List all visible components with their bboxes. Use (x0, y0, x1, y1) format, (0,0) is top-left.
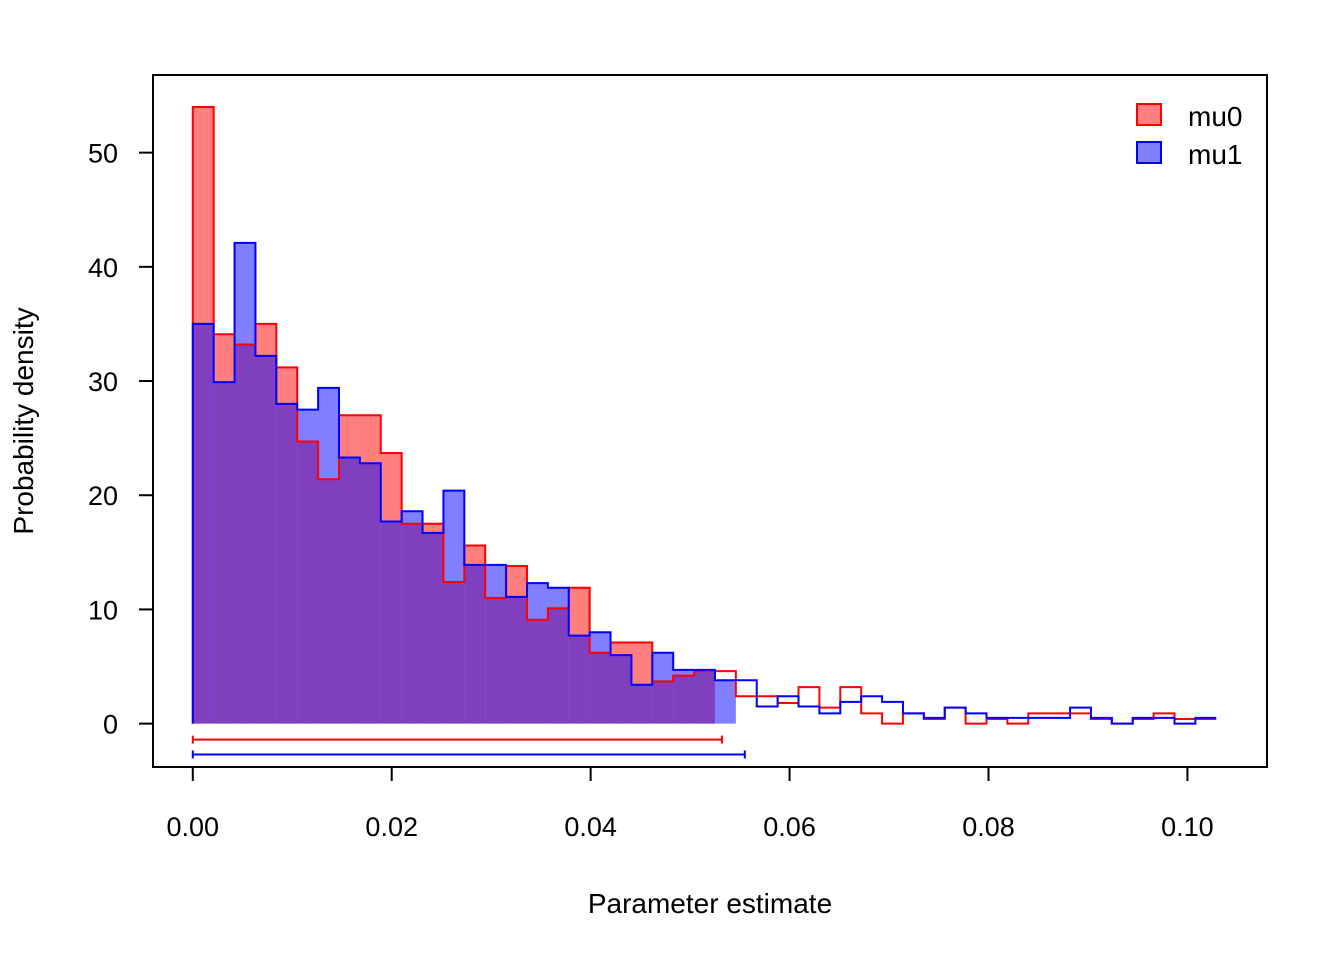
mu1-bin-fill (359, 463, 381, 724)
mu1-bin-fill (401, 511, 423, 724)
x-tick-label: 0.06 (763, 812, 816, 842)
mu1-bin-fill (318, 387, 339, 724)
mu1-bin-fill (547, 587, 569, 724)
mu1-bin-fill (276, 403, 298, 724)
y-tick-label: 0 (103, 710, 118, 740)
mu1-bin-fill (380, 521, 402, 724)
mu1-bin-fill (464, 564, 486, 724)
mu1-bin-fill (631, 684, 653, 724)
mu1-bin-fill (652, 652, 674, 724)
histogram-outlines (191, 105, 1217, 725)
mu1-bin-fill (255, 355, 277, 724)
mu1-bin-fill (610, 655, 632, 724)
mu1-bin-fill (526, 583, 548, 724)
mu1-bin-fill (422, 532, 444, 724)
mu1-bin-fill (714, 680, 736, 724)
mu1-bin-fill (506, 596, 527, 724)
mu1-bin-fill (213, 382, 235, 724)
x-tick-label: 0.02 (365, 812, 418, 842)
y-tick-label: 20 (88, 481, 118, 511)
mu1-bin-fill (192, 323, 214, 724)
mu1-bin-fill (589, 632, 611, 724)
x-tick-label: 0.04 (564, 812, 617, 842)
y-axis-title: Probability density (8, 307, 39, 534)
x-axis: 0.00 0.02 0.04 0.06 0.08 0.10 (167, 766, 1214, 842)
mu1-legend-label: mu1 (1188, 139, 1242, 170)
x-tick-label: 0.10 (1161, 812, 1214, 842)
mu1-bin-fill (673, 669, 695, 724)
y-tick-label: 40 (88, 253, 118, 283)
y-tick-label: 50 (88, 139, 118, 169)
mu1-legend-swatch (1136, 141, 1162, 164)
y-tick-label: 10 (88, 595, 118, 625)
mu0-legend-label: mu0 (1188, 101, 1242, 132)
mu1-bin-fill (485, 564, 507, 724)
mu1-bin-fill (568, 635, 590, 724)
x-tick-label: 0.08 (962, 812, 1015, 842)
mu1-bin-fill (234, 242, 256, 724)
mu1-bin-fill (443, 490, 465, 724)
mu1-outline (191, 241, 1217, 725)
y-axis: 0 10 20 30 40 50 (88, 139, 154, 740)
x-axis-title: Parameter estimate (588, 888, 832, 919)
mu0-legend-swatch (1136, 103, 1162, 126)
mu1-bin-fill (297, 409, 319, 724)
x-tick-label: 0.00 (167, 812, 220, 842)
y-tick-label: 30 (88, 367, 118, 397)
mu1-bin-fill (694, 669, 715, 724)
mu1-bin-fill (338, 457, 360, 724)
shaded-histogram-fills (192, 106, 736, 724)
interval-bars (191, 735, 746, 759)
